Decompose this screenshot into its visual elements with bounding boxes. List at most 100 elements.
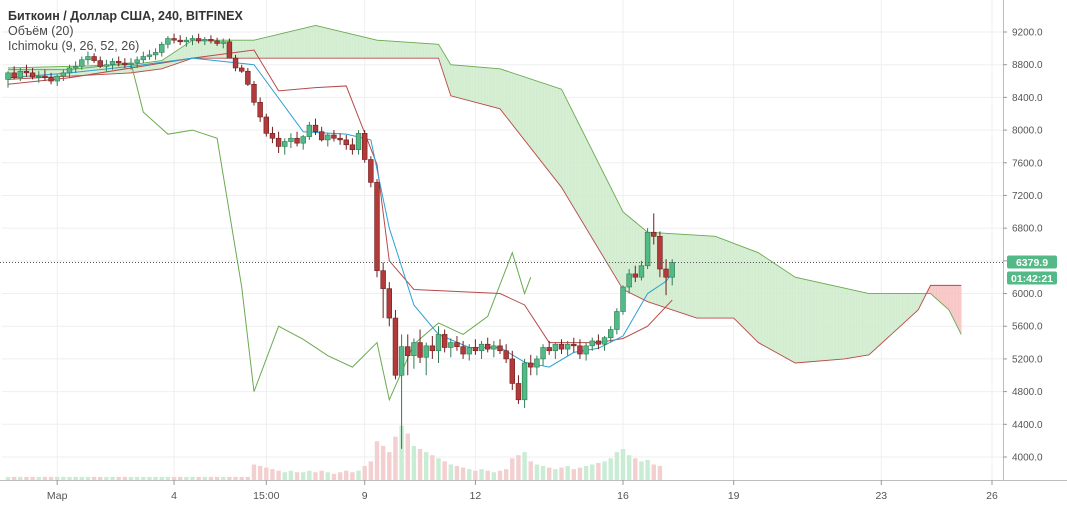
cloud-segment bbox=[693, 234, 698, 319]
cloud-segment bbox=[767, 258, 771, 350]
candle-bullish bbox=[128, 62, 134, 65]
volume-bar bbox=[387, 452, 392, 480]
price-badge: 6379.9 01:42:21 bbox=[1007, 255, 1057, 285]
volume-bar bbox=[442, 461, 447, 480]
ichimoku-indicator-label[interactable]: Ichimoku (9, 26, 52, 26) bbox=[8, 39, 140, 53]
candle-bearish bbox=[312, 124, 319, 133]
candle-bullish bbox=[282, 141, 288, 147]
cloud-segment bbox=[865, 292, 870, 356]
candle-bullish bbox=[17, 70, 23, 79]
volume-bar bbox=[645, 459, 650, 480]
volume-bar bbox=[122, 476, 128, 480]
candle-bearish bbox=[275, 137, 282, 147]
volume-bar bbox=[251, 464, 257, 480]
candle-bearish bbox=[251, 84, 257, 103]
cloud-segment bbox=[844, 287, 848, 360]
candle-bearish bbox=[343, 139, 349, 146]
cloud-segment bbox=[462, 65, 467, 101]
cloud-segment bbox=[631, 218, 636, 297]
cloud-segment bbox=[598, 162, 602, 255]
cloud-segment bbox=[548, 84, 553, 177]
cloud-segment bbox=[410, 42, 415, 59]
volume-bar bbox=[202, 476, 207, 480]
cloud-segment bbox=[825, 283, 830, 361]
cloud-segment bbox=[911, 293, 916, 317]
cloud-segment bbox=[761, 254, 765, 347]
time-tick-label: 12 bbox=[470, 490, 482, 502]
volume-indicator-label[interactable]: Объём (20) bbox=[8, 24, 74, 38]
cloud-segment bbox=[355, 34, 359, 59]
volume-bar bbox=[540, 466, 546, 480]
cloud-segment bbox=[327, 28, 332, 59]
volume-bar bbox=[159, 476, 164, 480]
volume-bar bbox=[411, 445, 417, 480]
candle-bearish bbox=[294, 137, 300, 144]
volume-bar bbox=[454, 466, 460, 480]
candle-bearish bbox=[546, 347, 552, 352]
candle-bearish bbox=[116, 61, 122, 64]
candle-bullish bbox=[66, 67, 73, 74]
symbol-title[interactable]: Биткоин / Доллар США, 240, BITFINEX bbox=[8, 9, 243, 23]
volume-bar bbox=[67, 476, 72, 480]
candle-bullish bbox=[146, 54, 153, 57]
volume-bar bbox=[479, 469, 484, 480]
chikou-span-line bbox=[8, 62, 532, 402]
cloud-segment bbox=[622, 211, 627, 292]
cloud-segment bbox=[435, 43, 439, 59]
cloud-segment bbox=[392, 40, 396, 59]
candle-bearish bbox=[509, 358, 515, 384]
candle-bullish bbox=[159, 43, 165, 53]
candle-bullish bbox=[626, 273, 632, 288]
cloud-segment bbox=[678, 233, 682, 314]
cloud-segment bbox=[499, 68, 504, 114]
cloud-segment bbox=[634, 221, 639, 298]
volume-bar bbox=[405, 433, 410, 480]
cloud-segment bbox=[475, 66, 479, 104]
cloud-segment bbox=[318, 25, 322, 59]
volume-bar bbox=[608, 458, 613, 480]
cloud-segment bbox=[493, 67, 498, 109]
price-tick-label: 4000.0 bbox=[1012, 453, 1043, 464]
candle-bearish bbox=[472, 347, 479, 352]
cloud-segment bbox=[278, 33, 282, 59]
cloud-segment bbox=[511, 72, 516, 130]
candle-bullish bbox=[607, 329, 614, 338]
volume-bar bbox=[510, 458, 515, 480]
volume-bar bbox=[91, 476, 97, 480]
cloud-segment bbox=[505, 70, 510, 122]
volume-bar bbox=[620, 449, 626, 480]
cloud-segment bbox=[401, 41, 405, 59]
cloud-segment bbox=[370, 38, 375, 59]
cloud-segment bbox=[788, 272, 793, 362]
cloud-segment bbox=[810, 280, 814, 363]
volume-bar bbox=[602, 461, 607, 480]
volume-bar bbox=[547, 467, 552, 480]
cloud-segment bbox=[244, 39, 249, 59]
cloud-segment bbox=[714, 235, 719, 319]
cloud-segment bbox=[942, 285, 947, 308]
volume-bar bbox=[651, 464, 656, 480]
cloud-segment bbox=[874, 293, 879, 350]
candle-bearish bbox=[361, 133, 368, 160]
candle-bearish bbox=[91, 56, 97, 61]
cloud-segment bbox=[757, 252, 762, 345]
cloud-segment bbox=[601, 168, 605, 260]
time-tick-label: 4 bbox=[171, 490, 177, 502]
cloud-segment bbox=[847, 288, 851, 359]
cloud-segment bbox=[376, 39, 381, 59]
cloud-segment bbox=[905, 293, 910, 322]
candle-bullish bbox=[583, 345, 589, 355]
volume-bar bbox=[42, 476, 48, 480]
volume-bar bbox=[436, 458, 441, 480]
cloud-segment bbox=[868, 293, 873, 356]
cloud-segment bbox=[579, 125, 584, 225]
candle-bearish bbox=[232, 57, 239, 69]
candle-bearish bbox=[318, 131, 325, 141]
volume-bar bbox=[18, 476, 23, 480]
cloud-segment bbox=[770, 260, 774, 352]
candle-bearish bbox=[263, 116, 269, 134]
cloud-segment bbox=[330, 28, 335, 59]
candle-bullish bbox=[620, 286, 626, 312]
cloud-segment bbox=[259, 37, 264, 59]
